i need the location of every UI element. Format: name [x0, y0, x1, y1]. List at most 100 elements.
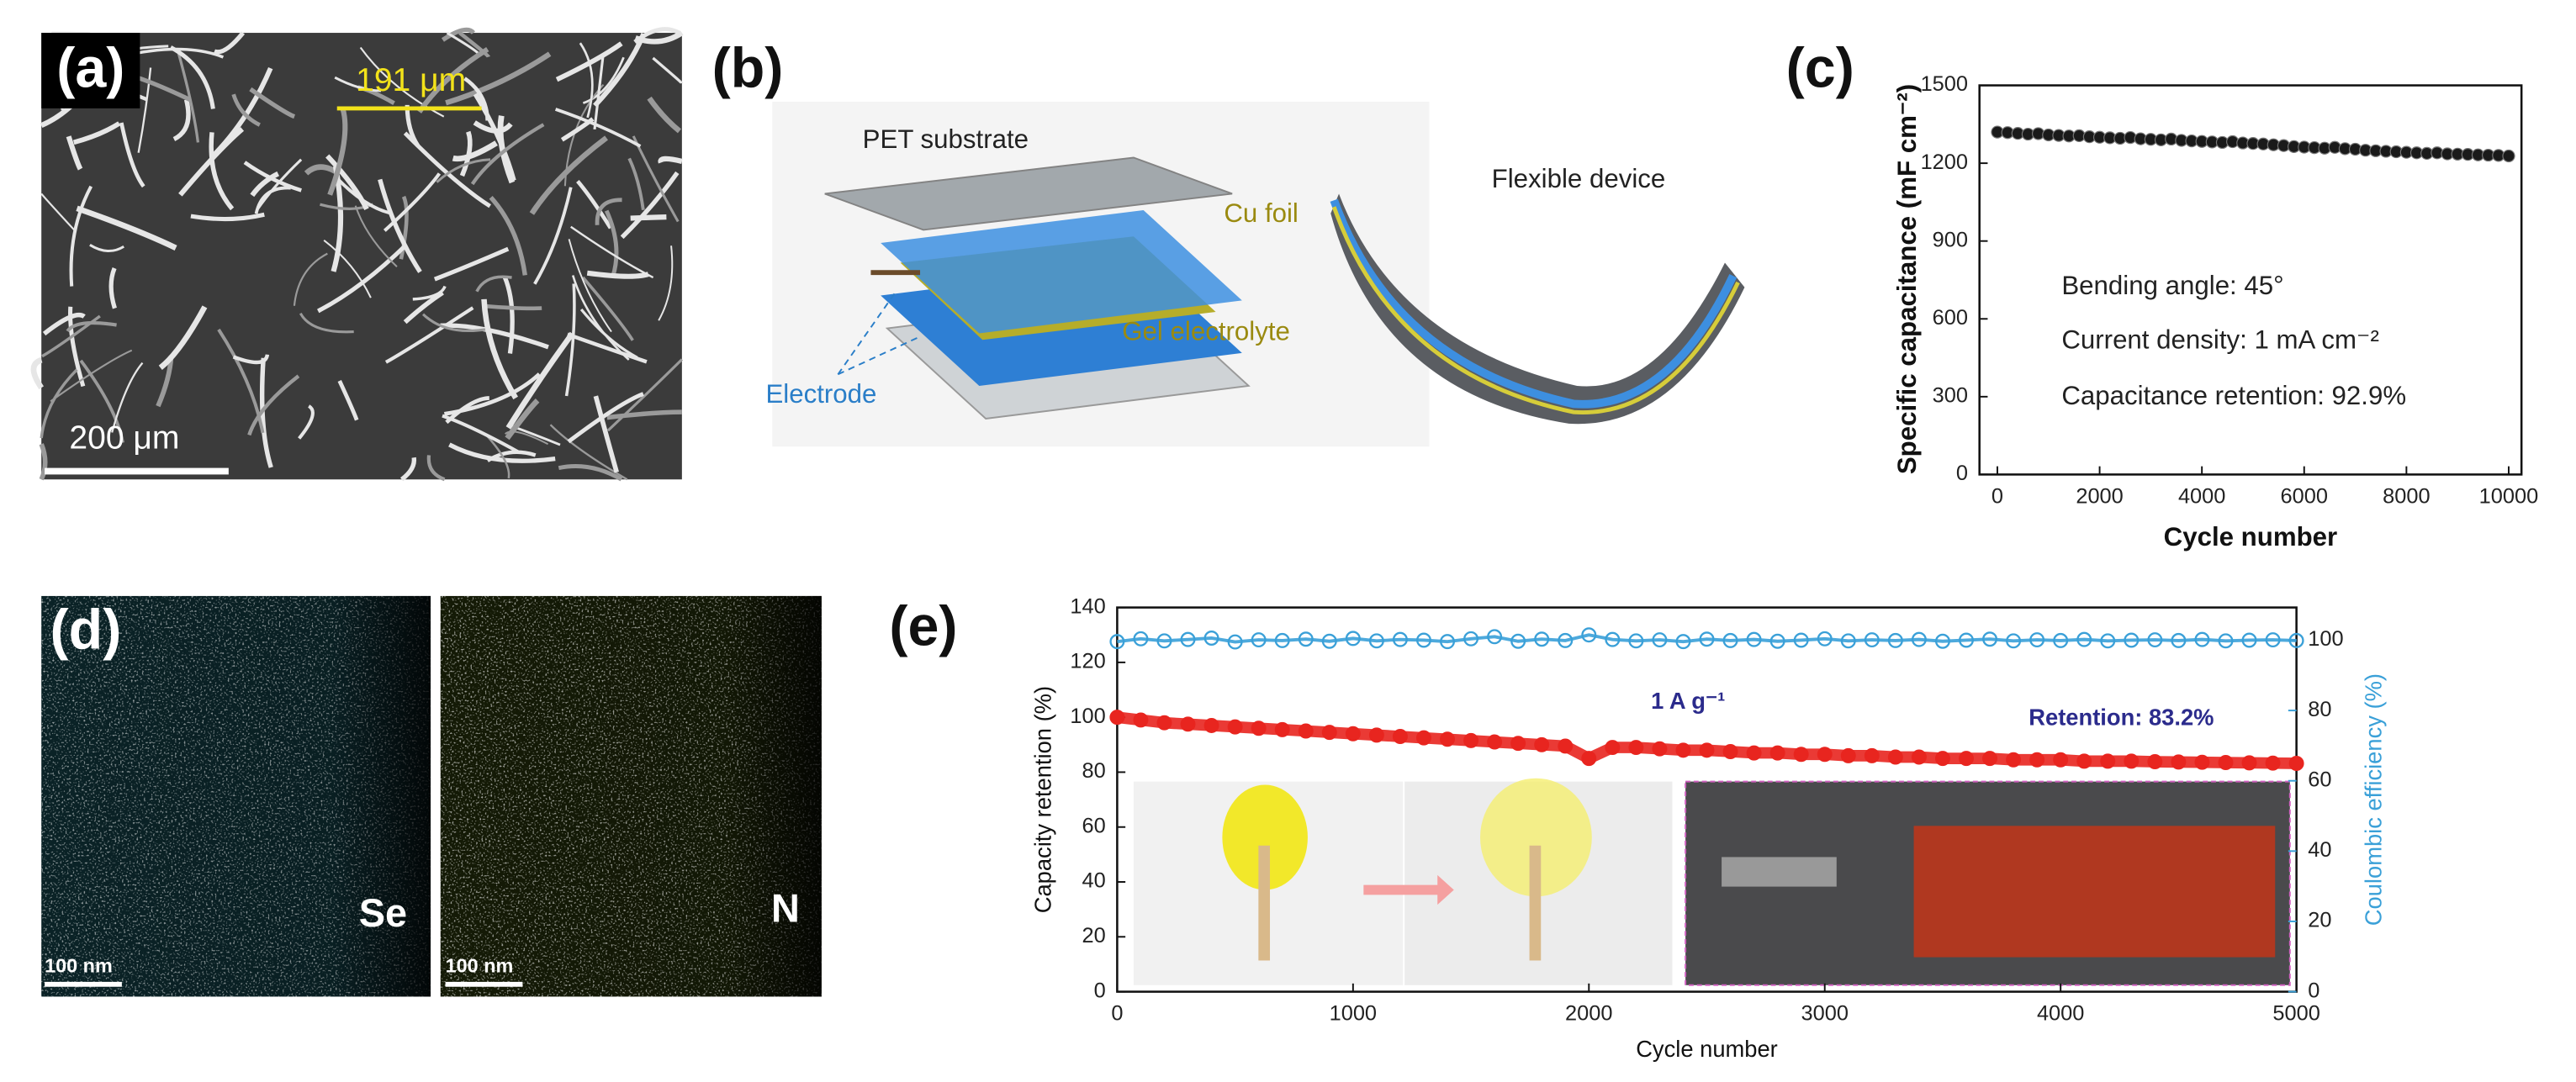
- data-point: [2124, 632, 2140, 648]
- data-point: [2171, 754, 2187, 770]
- fiber: [50, 349, 133, 403]
- data-point: [1133, 631, 1149, 647]
- y-tick-label: 300: [1933, 384, 1968, 408]
- data-point: [2124, 753, 2140, 769]
- scale-bar: [445, 981, 523, 987]
- fiber: [293, 252, 328, 306]
- data-point: [1534, 631, 1550, 647]
- fiber: [582, 56, 625, 104]
- arrow: [1363, 874, 1454, 905]
- data-point: [1510, 633, 1526, 649]
- data-point: [1746, 745, 1762, 761]
- data-point: [1628, 740, 1644, 756]
- fiber: [169, 45, 215, 109]
- fiber: [549, 424, 628, 481]
- data-point: [1840, 633, 1856, 649]
- fiber: [604, 209, 619, 277]
- fiber: [633, 27, 680, 44]
- data-point: [1368, 727, 1384, 743]
- scale-label: 100 nm: [45, 954, 113, 976]
- layer: [881, 209, 1242, 334]
- fiber: [323, 239, 372, 298]
- y-tick-label: 1200: [1921, 150, 1968, 174]
- fiber: [470, 123, 545, 186]
- fiber: [647, 96, 682, 134]
- data-point: [1321, 725, 1337, 741]
- data-point: [1887, 632, 1903, 648]
- x-tick-label: 3000: [1801, 1002, 1849, 1026]
- data-point: [1180, 631, 1196, 647]
- fiber: [426, 455, 446, 482]
- data-point: [1440, 634, 1455, 650]
- data-point: [1558, 632, 1574, 648]
- fiber: [334, 76, 381, 92]
- fiber: [176, 50, 200, 143]
- y-tick-label: 140: [1070, 594, 1105, 618]
- data-point: [1487, 734, 1503, 750]
- fiber: [446, 31, 479, 55]
- annotation: Capacitance retention: 92.9%: [2061, 381, 2406, 410]
- data-point: [1298, 723, 1314, 739]
- data-point: [1415, 730, 1431, 746]
- fiber: [250, 171, 280, 198]
- element-label: N: [771, 886, 800, 930]
- label-box: [41, 33, 140, 108]
- panel-label: (b): [712, 37, 784, 99]
- fiber: [595, 198, 622, 225]
- fiber: [298, 404, 315, 440]
- fiber: [593, 55, 605, 130]
- y2-tick-label: 20: [2308, 909, 2331, 932]
- data-point: [1675, 634, 1691, 650]
- fiber: [137, 67, 152, 153]
- fiber: [484, 433, 510, 479]
- element-label: Se: [359, 891, 407, 935]
- annotation: Bending angle: 45°: [2061, 271, 2283, 300]
- data-point: [2076, 753, 2092, 769]
- y-tick-label: 900: [1933, 228, 1968, 251]
- fiber: [249, 87, 296, 119]
- layer-label: PET substrate: [863, 124, 1029, 154]
- data-point: [1345, 726, 1361, 742]
- fiber: [190, 212, 265, 222]
- data-point: [1628, 633, 1644, 649]
- fan-stand: [1529, 845, 1542, 961]
- data-point: [1345, 631, 1361, 647]
- panel-label: (d): [50, 599, 122, 661]
- data-point: [1368, 633, 1384, 649]
- fiber: [247, 374, 300, 436]
- layer-label: Electrode: [765, 379, 876, 409]
- clip: [1722, 857, 1837, 887]
- fiber: [384, 306, 474, 364]
- data-point: [2053, 632, 2069, 648]
- data-point: [2029, 632, 2045, 648]
- fiber: [89, 244, 124, 253]
- data-point: [1934, 751, 1950, 767]
- fiber: [108, 267, 117, 309]
- data-point: [1769, 745, 1785, 761]
- y-tick-label: 0: [1094, 979, 1106, 1002]
- data-point: [1415, 632, 1431, 648]
- data-point: [1840, 747, 1856, 763]
- data-point: [1156, 715, 1172, 731]
- data-point: [1558, 738, 1574, 754]
- fiber: [66, 135, 83, 171]
- fan-stand: [1258, 845, 1271, 961]
- y-axis-label: Capacity retention (%): [1030, 686, 1056, 913]
- data-point: [1959, 632, 1974, 648]
- fiber: [30, 356, 45, 390]
- data-point: [1722, 743, 1738, 759]
- data-point: [2006, 752, 2022, 768]
- data-point: [1911, 631, 1927, 647]
- fiber: [606, 409, 682, 420]
- data-point: [1864, 632, 1880, 648]
- leader: [837, 292, 897, 375]
- data-point: [2100, 633, 2116, 649]
- eds-shade: [41, 595, 431, 997]
- annotation: Current density: 1 mA cm⁻²: [2061, 325, 2379, 354]
- panel-label: (a): [56, 37, 124, 99]
- panel-d: (d) Se N 100 nm 100 nm: [41, 595, 822, 997]
- fiber: [403, 290, 444, 325]
- x-tick-label: 0: [1992, 484, 2003, 508]
- data-point: [1463, 732, 1479, 748]
